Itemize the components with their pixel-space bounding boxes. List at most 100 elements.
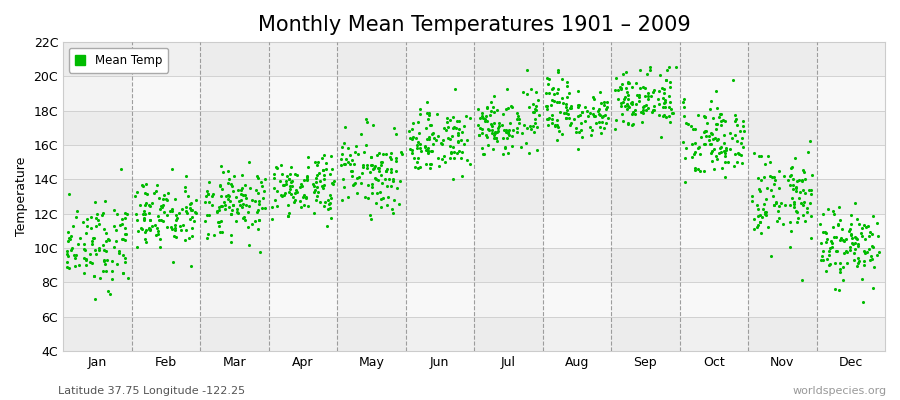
Point bbox=[869, 252, 884, 258]
Bar bbox=[680, 42, 748, 351]
Point bbox=[310, 162, 324, 168]
Point bbox=[213, 163, 228, 170]
Point bbox=[363, 212, 377, 218]
Point bbox=[561, 111, 575, 117]
Point bbox=[491, 122, 506, 129]
Point bbox=[475, 151, 490, 157]
Point bbox=[220, 192, 235, 198]
Point bbox=[77, 241, 92, 248]
Point bbox=[138, 208, 152, 214]
Point bbox=[101, 288, 115, 294]
Point bbox=[225, 182, 239, 189]
Point bbox=[251, 175, 266, 182]
Point bbox=[755, 214, 770, 220]
Point bbox=[709, 126, 724, 132]
Point bbox=[559, 114, 573, 121]
Point bbox=[662, 78, 677, 85]
Bar bbox=[543, 42, 611, 351]
Point bbox=[687, 150, 701, 157]
Point bbox=[804, 191, 818, 198]
Point bbox=[249, 173, 264, 180]
Point bbox=[358, 193, 373, 200]
Point bbox=[224, 181, 238, 187]
Point bbox=[212, 229, 227, 235]
Point bbox=[711, 136, 725, 142]
Point bbox=[487, 93, 501, 99]
Point bbox=[496, 150, 510, 157]
Point bbox=[767, 202, 781, 208]
Point bbox=[420, 150, 435, 156]
Point bbox=[236, 192, 250, 198]
Point bbox=[832, 204, 846, 210]
Point bbox=[301, 203, 315, 209]
Point bbox=[373, 189, 387, 196]
Point bbox=[284, 171, 298, 178]
Point bbox=[79, 229, 94, 236]
Point bbox=[842, 226, 857, 232]
Point bbox=[786, 182, 800, 188]
Point bbox=[814, 253, 829, 259]
Point bbox=[245, 221, 259, 228]
Point bbox=[98, 260, 112, 267]
Point bbox=[638, 93, 652, 99]
Point bbox=[251, 190, 266, 197]
Point bbox=[422, 136, 436, 142]
Point bbox=[112, 222, 127, 228]
Point bbox=[777, 173, 791, 180]
Point bbox=[485, 123, 500, 130]
Point bbox=[325, 180, 339, 187]
Point bbox=[273, 178, 287, 184]
Point bbox=[509, 129, 524, 136]
Point bbox=[141, 210, 156, 216]
Point bbox=[793, 189, 807, 196]
Point bbox=[387, 197, 401, 204]
Point bbox=[480, 134, 494, 140]
Point bbox=[805, 172, 819, 178]
Point bbox=[374, 172, 388, 178]
Point bbox=[567, 116, 581, 122]
Point bbox=[426, 141, 440, 147]
Point bbox=[463, 161, 477, 168]
Point bbox=[500, 135, 514, 141]
Point bbox=[785, 195, 799, 202]
Point bbox=[238, 192, 252, 198]
Point bbox=[152, 217, 166, 224]
Point bbox=[702, 137, 716, 144]
Point bbox=[135, 211, 149, 217]
Point bbox=[212, 219, 226, 226]
Point bbox=[796, 202, 810, 208]
Point bbox=[484, 120, 499, 127]
Point bbox=[248, 218, 262, 224]
Point bbox=[274, 162, 288, 168]
Point bbox=[215, 229, 230, 236]
Point bbox=[698, 114, 713, 120]
Point bbox=[520, 67, 535, 74]
Point bbox=[199, 192, 213, 199]
Point bbox=[683, 122, 698, 129]
Point bbox=[767, 202, 781, 208]
Point bbox=[444, 149, 458, 156]
Point bbox=[410, 142, 425, 148]
Point bbox=[486, 104, 500, 110]
Point bbox=[320, 197, 335, 203]
Point bbox=[344, 168, 358, 174]
Point bbox=[383, 166, 398, 172]
Point bbox=[99, 248, 113, 254]
Point bbox=[569, 128, 583, 135]
Point bbox=[236, 200, 250, 207]
Point bbox=[867, 264, 881, 270]
Point bbox=[218, 202, 232, 208]
Point bbox=[481, 126, 495, 132]
Point bbox=[828, 286, 842, 292]
Point bbox=[872, 248, 886, 255]
Point bbox=[620, 106, 634, 112]
Point bbox=[554, 131, 569, 138]
Point bbox=[241, 224, 256, 230]
Point bbox=[490, 107, 504, 113]
Point bbox=[857, 262, 871, 268]
Point bbox=[222, 204, 237, 210]
Point bbox=[364, 184, 379, 190]
Point bbox=[96, 226, 111, 232]
Point bbox=[156, 196, 170, 202]
Point bbox=[284, 186, 298, 193]
